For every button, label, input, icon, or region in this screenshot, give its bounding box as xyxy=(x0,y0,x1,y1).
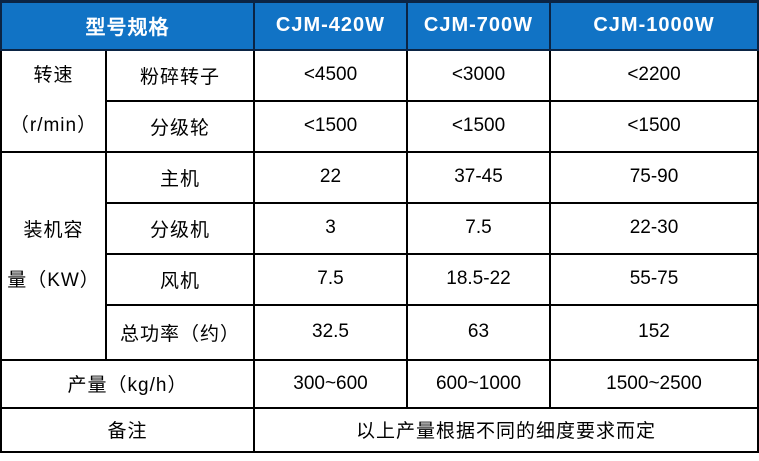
cell-rotor-cjm1000w: <2200 xyxy=(549,48,759,102)
cell-capacity-cjm700w: 600~1000 xyxy=(406,358,551,409)
power-group-label-line1: 装机容 xyxy=(23,219,84,241)
label-crushing-rotor: 粉碎转子 xyxy=(105,48,255,102)
row-fan: 风机 7.5 18.5-22 55-75 xyxy=(1,252,759,306)
cell-remark-value: 以上产量根据不同的细度要求而定 xyxy=(253,406,759,453)
cell-wheel-cjm1000w: <1500 xyxy=(549,99,759,153)
row-speed-rotor: 转速 （r/min） 粉碎转子 <4500 <3000 <2200 xyxy=(0,48,759,153)
cell-fan-cjm700w: 18.5-22 xyxy=(406,252,551,306)
cell-rotor-cjm700w: <3000 xyxy=(406,48,551,102)
cell-host-cjm1000w: 75-90 xyxy=(549,150,759,204)
cell-total-cjm420w: 32.5 xyxy=(253,303,408,361)
row-capacity: 产量（kg/h） 300~600 600~1000 1500~2500 xyxy=(0,358,759,409)
cell-total-cjm700w: 63 xyxy=(406,303,551,361)
header-model-cjm-420w: CJM-420W xyxy=(253,0,408,51)
cell-wheel-cjm420w: <1500 xyxy=(253,99,408,153)
cell-host-cjm420w: 22 xyxy=(253,150,408,204)
header-row: 型号规格 CJM-420W CJM-700W CJM-1000W xyxy=(0,0,759,51)
label-fan: 风机 xyxy=(105,252,255,306)
label-host-machine: 主机 xyxy=(105,150,255,204)
cell-classifier-cjm1000w: 22-30 xyxy=(549,201,759,255)
cell-fan-cjm420w: 7.5 xyxy=(253,252,408,306)
cell-fan-cjm1000w: 55-75 xyxy=(549,252,759,306)
header-model-cjm-1000w: CJM-1000W xyxy=(549,0,759,51)
label-remark: 备注 xyxy=(0,406,255,453)
power-group-label: 装机容 量（KW） xyxy=(0,150,107,361)
header-spec-label: 型号规格 xyxy=(0,0,255,51)
header-model-cjm-700w: CJM-700W xyxy=(406,0,551,51)
row-total-power: 总功率（约） 32.5 63 152 xyxy=(1,303,759,361)
power-group-label-line2: 量（KW） xyxy=(7,269,100,291)
label-classifier-wheel: 分级轮 xyxy=(105,99,255,153)
label-classifier-machine: 分级机 xyxy=(105,201,255,255)
label-capacity: 产量（kg/h） xyxy=(0,358,255,409)
row-host-machine: 装机容 量（KW） 主机 22 37-45 75-90 xyxy=(0,150,759,361)
cell-classifier-cjm420w: 3 xyxy=(253,201,408,255)
cell-rotor-cjm420w: <4500 xyxy=(253,48,408,102)
cell-wheel-cjm700w: <1500 xyxy=(406,99,551,153)
speed-group-label-line2: （r/min） xyxy=(9,114,98,136)
cell-host-cjm700w: 37-45 xyxy=(406,150,551,204)
row-remark: 备注 以上产量根据不同的细度要求而定 xyxy=(0,406,759,453)
cell-capacity-cjm420w: 300~600 xyxy=(253,358,408,409)
cell-capacity-cjm1000w: 1500~2500 xyxy=(549,358,759,409)
label-total-power: 总功率（约） xyxy=(105,303,255,361)
cell-classifier-cjm700w: 7.5 xyxy=(406,201,551,255)
speed-group-label-line1: 转速 xyxy=(33,64,74,86)
cell-total-cjm1000w: 152 xyxy=(549,303,759,361)
speed-group-label: 转速 （r/min） xyxy=(0,48,107,153)
row-classifier-machine: 分级机 3 7.5 22-30 xyxy=(1,201,759,255)
row-classifier-wheel: 分级轮 <1500 <1500 <1500 xyxy=(1,99,759,153)
